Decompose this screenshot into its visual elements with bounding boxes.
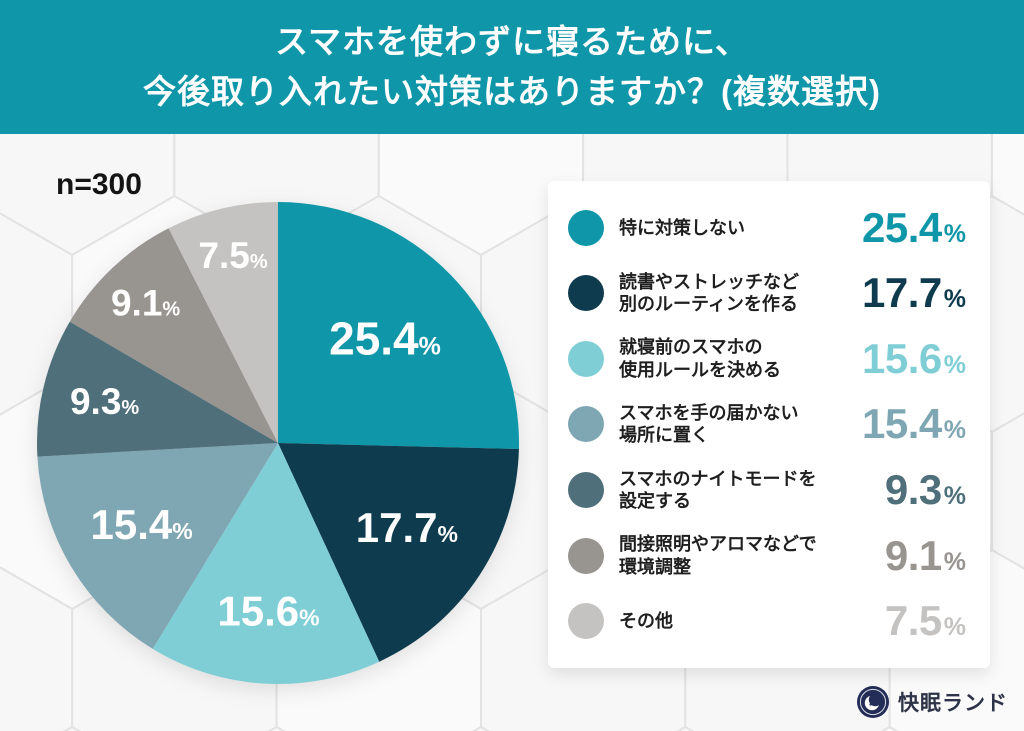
legend-item: スマホのナイトモードを 設定する 9.3% bbox=[568, 466, 966, 514]
pie-slice-value-label: 15.4% bbox=[90, 501, 192, 548]
pie-slice bbox=[37, 321, 278, 457]
legend-item-value: 15.6% bbox=[862, 334, 966, 382]
legend-item-label: 読書やストレッチなど 別のルーティンを作る bbox=[619, 271, 799, 315]
pie-slice bbox=[152, 443, 380, 684]
brand-logo: 快眠ランド bbox=[856, 685, 1008, 719]
sample-size-label: n=300 bbox=[56, 168, 142, 201]
legend-item: スマホを手の届かない 場所に置く 15.4% bbox=[568, 400, 966, 448]
pie-slice bbox=[69, 228, 278, 443]
legend-color-dot bbox=[568, 603, 604, 640]
brand-name: 快眠ランド bbox=[898, 692, 1008, 715]
pie-slice-value-label: 9.3% bbox=[70, 381, 139, 422]
legend-color-dot bbox=[568, 472, 604, 509]
legend-item-value: 9.3% bbox=[884, 466, 966, 514]
legend-item-label: スマホのナイトモードを 設定する bbox=[619, 468, 817, 512]
legend-item-label: 特に対策しない bbox=[619, 217, 745, 238]
legend-item-value: 17.7% bbox=[862, 269, 966, 317]
legend-color-dot bbox=[568, 537, 604, 574]
pie-slice-value-label: 25.4% bbox=[329, 312, 441, 364]
pie-slice-value-label: 15.6% bbox=[217, 588, 319, 635]
legend-item: 就寝前のスマホの 使用ルールを決める 15.6% bbox=[568, 335, 966, 383]
legend-item-value: 25.4% bbox=[862, 203, 966, 251]
legend-item: その他 7.5% bbox=[568, 597, 966, 645]
legend: 特に対策しない 25.4% 読書やストレッチなど 別のルーティンを作る 17.7% 就寝… bbox=[548, 181, 990, 668]
legend-item-value: 7.5% bbox=[884, 597, 966, 645]
legend-color-dot bbox=[568, 209, 604, 246]
page-title-line1: スマホを使わずに寝るために、 bbox=[274, 23, 750, 61]
legend-item: 読書やストレッチなど 別のルーティンを作る 17.7% bbox=[568, 269, 966, 317]
pie-slice bbox=[168, 202, 278, 443]
pie-slice-value-label: 9.1% bbox=[111, 283, 180, 324]
page-title-line2: 今後取り入れたい対策はありますか？(複数選択) bbox=[143, 73, 881, 110]
pie-slice bbox=[37, 443, 278, 649]
legend-item-label: スマホを手の届かない 場所に置く bbox=[619, 402, 799, 446]
legend-item-label: その他 bbox=[619, 610, 673, 631]
pie-slice bbox=[278, 443, 519, 662]
legend-color-dot bbox=[568, 275, 604, 312]
legend-item-value: 15.4% bbox=[862, 400, 966, 448]
legend-item-label: 間接照明やアロマなどで 環境調整 bbox=[619, 534, 817, 577]
pie-slice-value-label: 17.7% bbox=[356, 504, 458, 551]
header: スマホを使わずに寝るために、 今後取り入れたい対策はありますか？(複数選択) bbox=[0, 0, 1024, 134]
pie-slice bbox=[278, 202, 519, 450]
legend-color-dot bbox=[568, 340, 604, 377]
legend-item-value: 9.1% bbox=[884, 531, 966, 579]
moon-badge-icon bbox=[857, 686, 889, 718]
legend-item: 特に対策しない 25.4% bbox=[568, 204, 966, 252]
legend-color-dot bbox=[568, 406, 604, 443]
pie-chart: 25.4% 17.7% 15.6% 15.4% 9.3% 9.1% 7.5% bbox=[37, 202, 519, 684]
legend-item: 間接照明やアロマなどで 環境調整 9.1% bbox=[568, 532, 966, 580]
pie-slice-value-label: 7.5% bbox=[198, 235, 267, 276]
legend-item-label: 就寝前のスマホの 使用ルールを決める bbox=[619, 337, 781, 380]
